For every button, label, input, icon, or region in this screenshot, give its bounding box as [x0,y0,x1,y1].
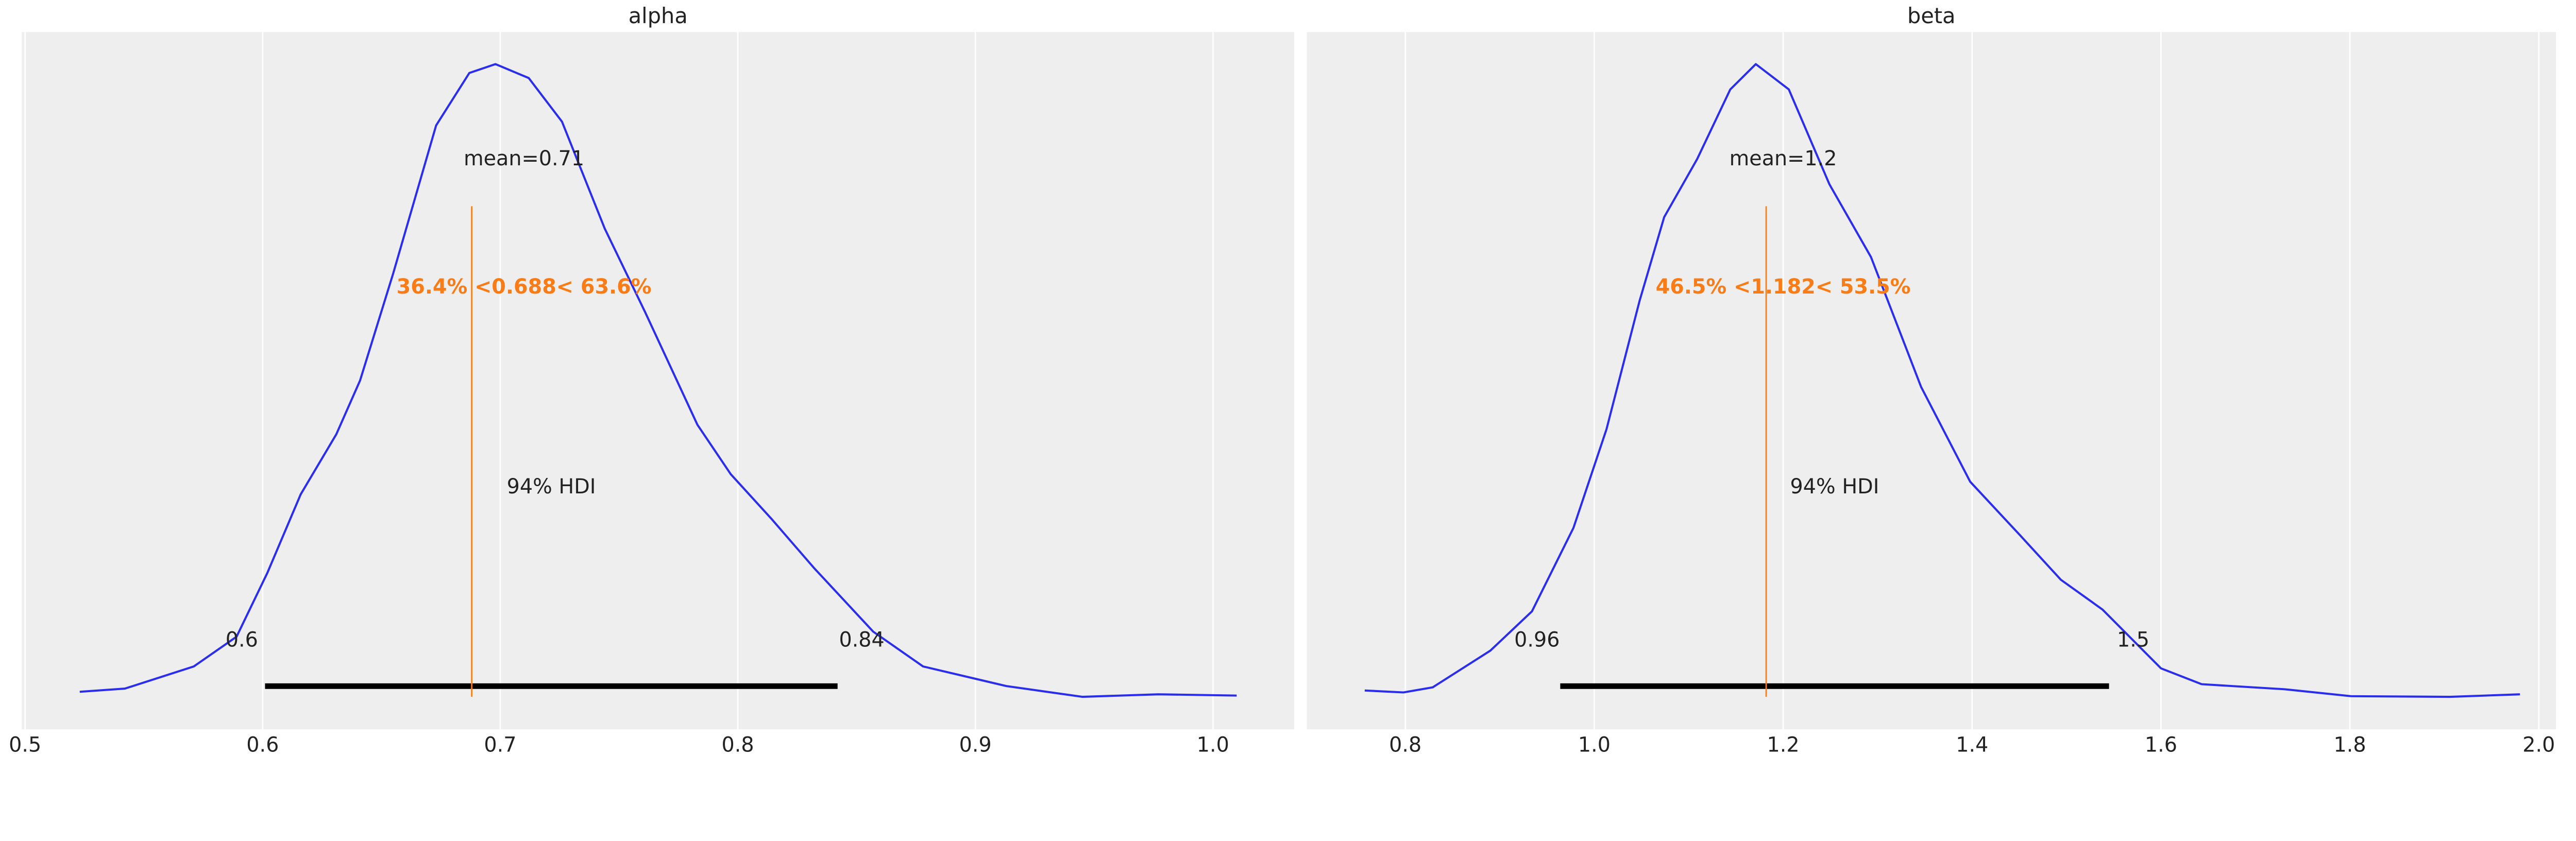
hdi-low-label: 0.96 [1514,628,1560,652]
x-tick-label: 0.6 [246,733,279,757]
plot-area [1307,32,2556,730]
x-tick-label: 1.8 [2334,733,2366,757]
density-curve [1364,63,2520,698]
subplot-beta: 0.8 1.0 1.2 1.4 1.6 1.8 2.0 beta 0.96 1.5 94% HDI 4… [1307,3,2556,757]
reference-label: 36.4% <0.688< 63.6% [397,275,652,299]
mean-label: mean=0.71 [464,147,584,170]
hdi-label: 94% HDI [1790,475,1879,499]
density-curve [79,63,1237,698]
hdi-high-label: 1.5 [2117,628,2149,652]
subplot-alpha: 0.5 0.6 0.7 0.8 0.9 1.0 alpha 0.6 0.84 94% HDI 36.… [9,3,1295,757]
x-tick-label: 0.7 [484,733,516,757]
x-tick-label: 0.5 [9,733,41,757]
reference-label: 46.5% <1.182< 53.5% [1656,275,1911,299]
subplot-title: alpha [629,3,688,28]
x-tick-label: 1.6 [2145,733,2177,757]
x-tick-label: 1.0 [1197,733,1229,757]
x-tick-label: 0.8 [722,733,754,757]
mean-label: mean=1.2 [1730,147,1837,170]
x-tick-label: 2.0 [2522,733,2555,757]
x-tick-label: 1.4 [1956,733,1988,757]
hdi-label: 94% HDI [507,475,596,499]
hdi-low-label: 0.6 [226,628,258,652]
x-tick-label: 0.8 [1389,733,1421,757]
x-tick-label: 1.2 [1767,733,1800,757]
plot-area [22,32,1295,730]
subplot-title: beta [1907,3,1956,28]
hdi-high-label: 0.84 [839,628,884,652]
x-tick-label: 1.0 [1578,733,1611,757]
x-tick-label: 0.9 [959,733,992,757]
posterior-plot: 0.5 0.6 0.7 0.8 0.9 1.0 alpha 0.6 0.84 94% HDI 36.… [9,3,2556,757]
